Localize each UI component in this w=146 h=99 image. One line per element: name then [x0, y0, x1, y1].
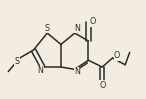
Text: N: N	[37, 66, 43, 75]
Text: S: S	[45, 24, 50, 33]
Text: O: O	[90, 17, 96, 26]
Text: O: O	[114, 51, 120, 60]
Text: O: O	[99, 81, 105, 90]
Text: S: S	[15, 57, 20, 66]
Text: N: N	[74, 67, 80, 76]
Text: N: N	[74, 24, 80, 33]
